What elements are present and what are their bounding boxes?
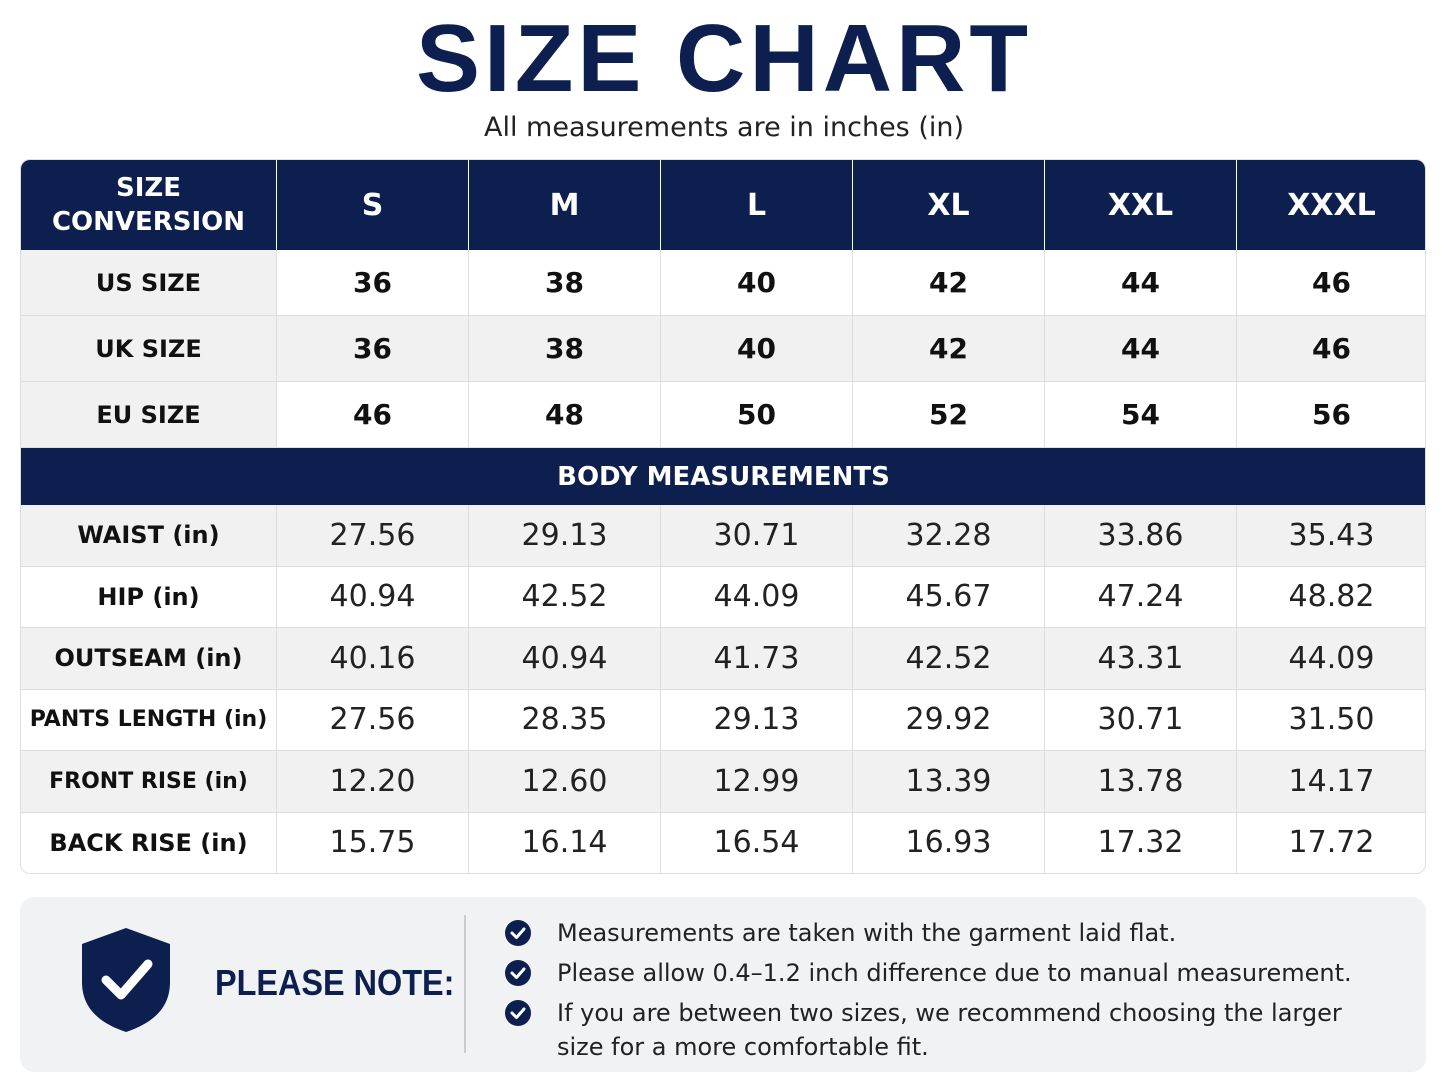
cell-value: 42 xyxy=(853,250,1045,316)
cell-value: 46 xyxy=(277,382,469,448)
cell-value: 54 xyxy=(1045,382,1237,448)
cell-value: 31.50 xyxy=(1237,689,1425,751)
row-label: OUTSEAM (in) xyxy=(21,628,277,690)
cell-value: 40.94 xyxy=(277,566,469,628)
column-header: L xyxy=(661,160,853,250)
row-label: US SIZE xyxy=(21,250,277,316)
cell-value: 36 xyxy=(277,316,469,382)
cell-value: 27.56 xyxy=(277,505,469,567)
cell-value: 16.54 xyxy=(661,812,853,873)
row-label: FRONT RISE (in) xyxy=(21,751,277,813)
cell-value: 36 xyxy=(277,250,469,316)
cell-value: 44 xyxy=(1045,250,1237,316)
cell-value: 42.52 xyxy=(469,566,661,628)
row-label: EU SIZE xyxy=(21,382,277,448)
cell-value: 40.94 xyxy=(469,628,661,690)
check-icon xyxy=(505,960,531,986)
check-icon xyxy=(505,920,531,946)
cell-value: 13.78 xyxy=(1045,751,1237,813)
row-label: PANTS LENGTH (in) xyxy=(21,689,277,751)
cell-value: 43.31 xyxy=(1045,628,1237,690)
cell-value: 35.43 xyxy=(1237,505,1425,567)
note-box xyxy=(20,897,1426,1072)
cell-value: 12.60 xyxy=(469,751,661,813)
cell-value: 30.71 xyxy=(1045,689,1237,751)
cell-value: 42 xyxy=(853,316,1045,382)
cell-value: 15.75 xyxy=(277,812,469,873)
shield-icon xyxy=(82,928,170,1032)
row-label: HIP (in) xyxy=(21,566,277,628)
cell-value: 28.35 xyxy=(469,689,661,751)
cell-value: 48.82 xyxy=(1237,566,1425,628)
row-label: WAIST (in) xyxy=(21,505,277,567)
note-item: Measurements are taken with the garment … xyxy=(557,919,1177,947)
row-label: BACK RISE (in) xyxy=(21,812,277,873)
section-header: BODY MEASUREMENTS xyxy=(21,448,1425,505)
subtitle: All measurements are in inches (in) xyxy=(483,112,965,143)
cell-value: 44.09 xyxy=(661,566,853,628)
cell-value: 14.17 xyxy=(1237,751,1425,813)
cell-value: 16.14 xyxy=(469,812,661,873)
size-table: SIZE CONVERSION S M L XL XXL XXXL US SIZE 36 38 40… xyxy=(20,159,1426,874)
cell-value: 38 xyxy=(469,316,661,382)
cell-value: 30.71 xyxy=(661,505,853,567)
column-header: S xyxy=(277,160,469,250)
cell-value: 41.73 xyxy=(661,628,853,690)
cell-value: 46 xyxy=(1237,316,1425,382)
cell-value: 44.09 xyxy=(1237,628,1425,690)
cell-value: 16.93 xyxy=(853,812,1045,873)
cell-value: 47.24 xyxy=(1045,566,1237,628)
cell-value: 40 xyxy=(661,316,853,382)
cell-value: 44 xyxy=(1045,316,1237,382)
cell-value: 48 xyxy=(469,382,661,448)
cell-value: 33.86 xyxy=(1045,505,1237,567)
cell-value: 17.32 xyxy=(1045,812,1237,873)
cell-value: 27.56 xyxy=(277,689,469,751)
cell-value: 29.13 xyxy=(661,689,853,751)
cell-value: 32.28 xyxy=(853,505,1045,567)
cell-value: 38 xyxy=(469,250,661,316)
cell-value: 40 xyxy=(661,250,853,316)
note-item: If you are between two sizes, we recomme… xyxy=(557,999,1342,1061)
title: SIZE CHART xyxy=(416,5,1032,112)
row-label: UK SIZE xyxy=(21,316,277,382)
cell-value: 29.13 xyxy=(469,505,661,567)
divider xyxy=(464,915,466,1053)
cell-value: 46 xyxy=(1237,250,1425,316)
column-header: M xyxy=(469,160,661,250)
note-item: Please allow 0.4–1.2 inch difference due… xyxy=(557,959,1352,987)
cell-value: 42.52 xyxy=(853,628,1045,690)
note-title: PLEASE NOTE: xyxy=(215,962,455,1003)
cell-value: 17.72 xyxy=(1237,812,1425,873)
cell-value: 40.16 xyxy=(277,628,469,690)
check-icon xyxy=(505,1000,531,1026)
cell-value: 12.20 xyxy=(277,751,469,813)
cell-value: 52 xyxy=(853,382,1045,448)
cell-value: 29.92 xyxy=(853,689,1045,751)
cell-value: 12.99 xyxy=(661,751,853,813)
cell-value: 50 xyxy=(661,382,853,448)
cell-value: 13.39 xyxy=(853,751,1045,813)
column-header: SIZE CONVERSION xyxy=(21,160,277,250)
column-header: XXXL xyxy=(1237,160,1425,250)
cell-value: 56 xyxy=(1237,382,1425,448)
column-header: XXL xyxy=(1045,160,1237,250)
cell-value: 45.67 xyxy=(853,566,1045,628)
column-header: XL xyxy=(853,160,1045,250)
